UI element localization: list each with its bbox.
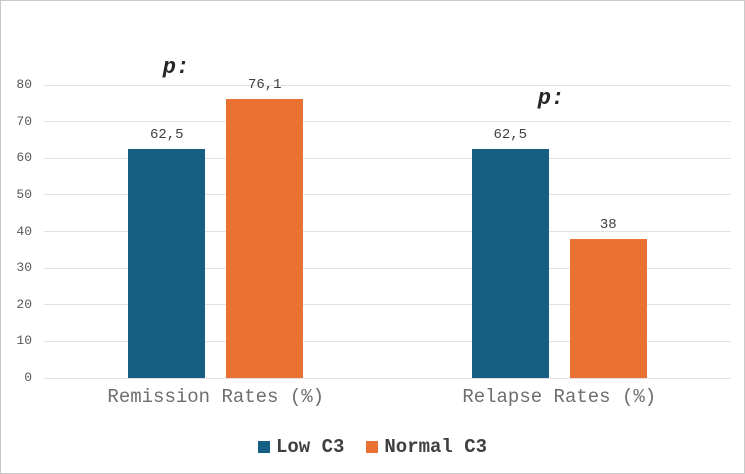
data-label-normal-c3-remission-rates: 76,1 [247,77,282,94]
legend-swatch-low-c3 [257,441,270,453]
bar-low-c3-remission-rates [128,149,206,378]
legend-swatch-normal-c3 [366,441,379,453]
y-tick-label-60: 60 [16,150,32,166]
gridline-20 [44,304,731,306]
p-value-annotation-1: p: [162,55,190,80]
gridline-40 [44,231,731,232]
gridline-50 [44,194,731,196]
gridline-10 [44,340,731,342]
x-category-label-relapse-rates: Relapse Rates (%) [462,386,657,408]
y-tick-label-70: 70 [16,113,32,129]
y-tick-label-30: 30 [16,260,32,276]
x-category-label-remission-rates: Remission Rates (%) [107,386,325,408]
y-tick-label-20: 20 [16,296,32,312]
data-label-low-c3-relapse-rates: 62,5 [493,127,528,144]
gridline-80 [44,84,731,86]
gridline-60 [44,157,731,159]
gridline-70 [44,121,731,123]
bar-normal-c3-remission-rates [226,99,304,378]
bar-normal-c3-relapse-rates [569,238,647,378]
y-tick-label-10: 10 [16,333,32,349]
y-tick-label-50: 50 [16,186,32,202]
legend: Low C3 Normal C3 [1,436,744,458]
y-tick-label-0: 0 [24,370,32,385]
gridline-0 [44,377,731,379]
gridline-30 [44,267,731,269]
legend-item-low-c3: Low C3 [257,436,345,458]
y-tick-label-80: 80 [16,77,32,92]
y-tick-label-40: 40 [16,223,32,239]
data-label-normal-c3-relapse-rates: 38 [599,216,617,233]
legend-label-normal-c3: Normal C3 [384,436,488,458]
legend-item-normal-c3: Normal C3 [366,436,487,458]
bar-low-c3-relapse-rates [471,149,549,378]
data-label-low-c3-remission-rates: 62,5 [149,127,184,144]
legend-label-low-c3: Low C3 [275,436,345,458]
p-value-annotation-2: p: [537,86,565,111]
